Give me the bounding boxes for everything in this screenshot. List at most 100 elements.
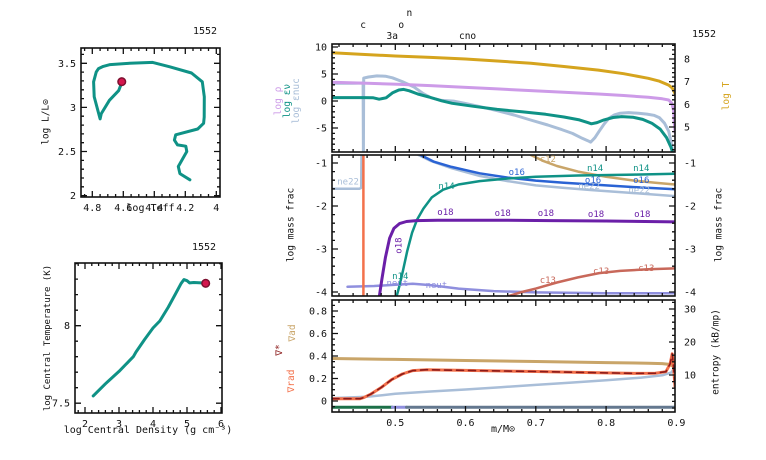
model-number-hr: 1552 <box>193 26 218 37</box>
model-number-trho: 1552 <box>192 242 217 253</box>
x-tick-label: 4 <box>150 419 156 430</box>
y2-tick-label: -3 <box>684 245 696 256</box>
y2-tick-label: 30 <box>684 305 696 316</box>
profile-panel-abundances: -1 -2 -3 -4 -1 -2 -3 -4 ne22 c12 n14 n14 n14 n14 o16 o1… <box>315 154 696 299</box>
central-t-rho-plot-frame <box>74 262 223 414</box>
y-tick-label: 0.2 <box>309 374 327 385</box>
y2-tick-label: -1 <box>684 158 696 169</box>
profile-panel-gradients-entropy-series <box>332 352 675 409</box>
series-entropy <box>332 365 675 400</box>
model-number-profiles: 1552 <box>692 29 717 40</box>
profile-panel-thermo-profiles-series <box>332 51 675 152</box>
y2-tick-label: 10 <box>684 371 696 382</box>
species-label-o18: o18 <box>495 209 511 219</box>
species-label-ne22: ne22 <box>578 182 600 192</box>
species-label-o16: o16 <box>633 176 649 186</box>
burn-label-3a: 3a <box>387 31 398 42</box>
series-log-rho <box>332 80 675 134</box>
series-neut <box>346 282 675 295</box>
axis-label-logT: log T <box>721 81 732 110</box>
y-tick-label: 8 <box>64 321 70 332</box>
central-t-rho-plot-series <box>91 278 206 398</box>
x-tick-label: 0.8 <box>597 418 615 429</box>
profile-panel-thermo-profiles-axis-ticks <box>332 44 675 152</box>
x-tick-label: 6 <box>218 419 224 430</box>
profile-panel-abundances-frame <box>331 154 676 297</box>
x-tick-label: 0.5 <box>386 418 404 429</box>
trho-y-axis-label: log Central Temperature (K) <box>43 264 53 412</box>
species-label-o18: o18 <box>394 237 404 253</box>
y-tick-label: 3 <box>70 103 76 114</box>
central-t-rho-plot-axis-ticks <box>75 262 222 413</box>
species-label-n14: n14 <box>392 272 408 282</box>
y-tick-label: -1 <box>315 158 327 169</box>
y-tick-label: 0 <box>321 97 327 108</box>
profile-panel-thermo-profiles: 10 5 0 -5 8 7 6 5 <box>315 43 690 153</box>
series-grad-T <box>332 353 675 400</box>
series-c13 <box>507 267 675 296</box>
x-tick-label: 4 <box>213 203 219 214</box>
hr-diagram-frame <box>80 47 221 198</box>
x-tick-label: 4.6 <box>114 203 132 214</box>
x-tick-label: 2 <box>82 419 88 430</box>
y-tick-label: 7.5 <box>52 399 70 410</box>
axis-label-log εν: log εν <box>282 84 293 119</box>
series-grad-ad <box>332 357 675 369</box>
hr-x-axis-label: log Teff <box>126 203 175 214</box>
profiles-x-axis-label: m/M⊙ <box>490 424 516 435</box>
burn-label-c: c <box>360 20 366 31</box>
y-tick-label: 3.5 <box>58 59 76 70</box>
y-tick-label: 0 <box>321 396 327 407</box>
y-tick-label: -3 <box>315 245 327 256</box>
profile-panel-abundances-series <box>332 155 675 296</box>
x-tick-label: 0.9 <box>667 418 685 429</box>
y-tick-label: 0.6 <box>309 329 327 340</box>
series-central-conditions-track <box>91 278 206 398</box>
series-n14 <box>395 172 675 296</box>
x-tick-label: 5 <box>184 419 190 430</box>
y-tick-label: 0.4 <box>309 352 327 363</box>
axis-label-∇*: ∇* <box>274 344 285 356</box>
species-label-c13: c13 <box>593 267 609 277</box>
species-label-ne22: ne22 <box>337 177 359 187</box>
profile-panel-gradients-entropy: 0.5 0.6 0.7 0.8 0.9 0.8 0.6 0.4 0.2 0 30 20 10 <box>309 299 696 429</box>
y-tick-label: 2 <box>70 191 76 202</box>
abundance-y-axis-label-right: log mass frac <box>713 187 725 263</box>
y-tick-label: -4 <box>315 288 327 299</box>
central-t-rho-plot: 2 3 4 5 6 8 7.5 <box>52 262 224 430</box>
y2-tick-label: 6 <box>684 100 690 111</box>
series-log-eps-nuc <box>332 74 675 152</box>
hr-diagram: 4.8 4.6 4.4 4.2 4 3.5 3 2.5 2 <box>58 47 221 214</box>
axis-label-log εnuc: log εnuc <box>291 78 302 124</box>
profile-panel-gradients-entropy-axis-ticks <box>332 300 675 412</box>
x-tick-label: 4.2 <box>176 203 194 214</box>
hr-diagram-series <box>92 60 206 182</box>
y-tick-label: 5 <box>321 70 327 81</box>
profile-panel-thermo-profiles-frame <box>331 43 676 153</box>
burn-label-o: o <box>398 20 404 31</box>
axis-label-∇ad: ∇ad <box>287 324 298 342</box>
burn-label-cno: cno <box>459 31 476 42</box>
y2-tick-label: -4 <box>684 288 696 299</box>
y2-tick-label: 5 <box>684 123 690 134</box>
x-tick-label: 4.4 <box>145 203 163 214</box>
species-label-o16: o16 <box>585 176 601 186</box>
y2-tick-label: 7 <box>684 77 690 88</box>
species-label-ne22: ne22 <box>628 186 650 196</box>
profile-panel-abundances-axis-ticks <box>332 155 675 296</box>
species-label-n14: n14 <box>587 164 603 174</box>
hr-y-axis-label: log L/L⊙ <box>40 99 52 145</box>
species-label-n14: n14 <box>633 164 649 174</box>
entropy-y-axis-label: entropy (kB/mp) <box>710 309 722 395</box>
series-o18 <box>377 218 675 296</box>
axis-label-log ρ: log ρ <box>273 86 284 115</box>
x-tick-label: 4.8 <box>83 203 101 214</box>
hr-diagram-axis-ticks <box>81 48 220 197</box>
y-tick-label: 2.5 <box>58 147 76 158</box>
species-label-neut: neut <box>386 279 408 289</box>
series-log-T <box>332 51 675 95</box>
y2-tick-label: -2 <box>684 201 696 212</box>
series-evolution-track <box>92 60 206 182</box>
y-tick-label: 10 <box>315 43 327 54</box>
